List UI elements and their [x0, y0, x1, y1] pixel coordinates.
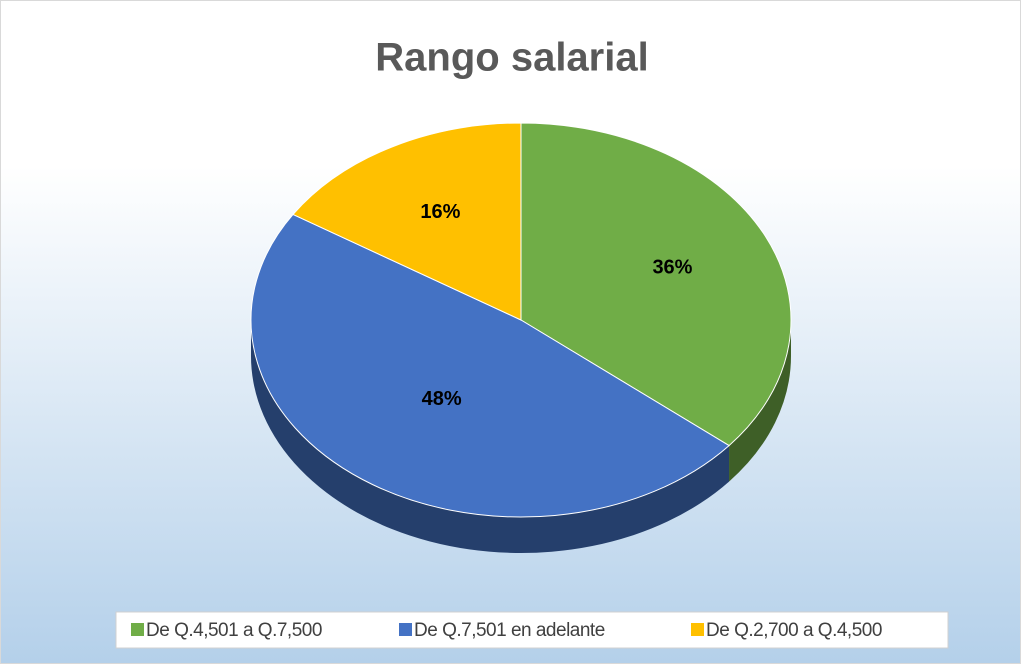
data-label: 48% [422, 388, 462, 410]
pie-top: 36% 48% 16% [250, 122, 792, 518]
legend-label: De Q.4,501 a Q.7,500 [146, 620, 322, 641]
legend-label: De Q.2,700 a Q.4,500 [706, 620, 882, 641]
pie-sides [250, 320, 791, 553]
legend-swatch [131, 623, 144, 636]
legend-label: De Q.7,501 en adelante [414, 620, 605, 641]
pie-slice [250, 213, 730, 518]
legend-swatch [691, 623, 704, 636]
pie-side [250, 320, 730, 553]
chart-title: Rango salarial [375, 36, 648, 80]
data-label: 36% [652, 256, 692, 278]
legend-swatch [399, 623, 412, 636]
data-label: 16% [420, 201, 460, 223]
legend-box [115, 611, 949, 649]
pie-slice [292, 122, 522, 321]
pie-side [729, 320, 791, 482]
pie-slice [520, 122, 792, 447]
